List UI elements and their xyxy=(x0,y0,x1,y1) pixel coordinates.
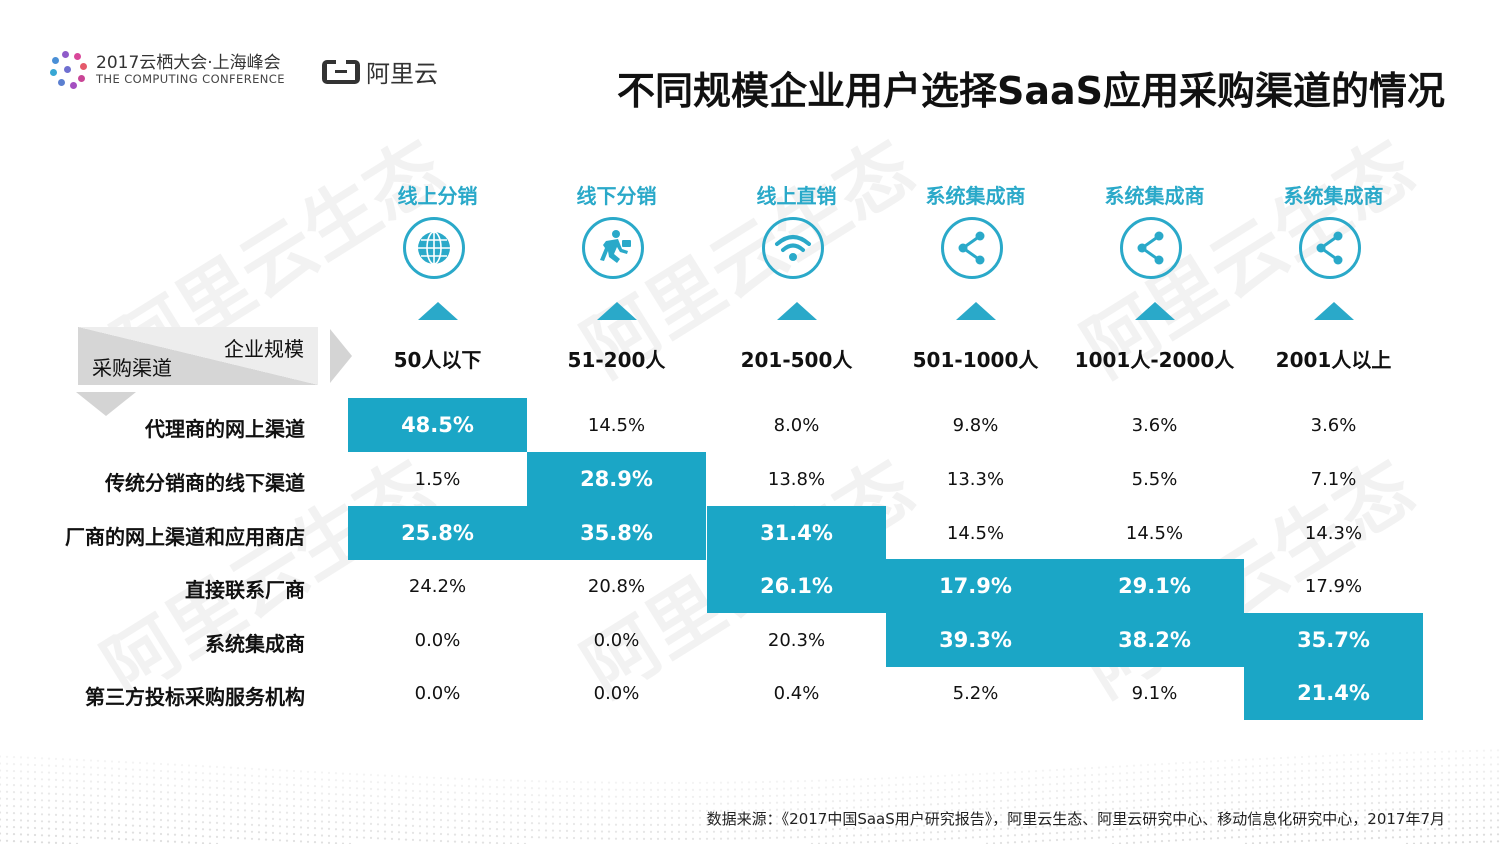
highlighted-cell: 31.4% xyxy=(707,506,886,560)
triangle-up-icon xyxy=(777,302,817,320)
share-icon xyxy=(1299,217,1361,279)
globe-icon xyxy=(403,217,465,279)
row-label: 直接联系厂商 xyxy=(185,578,305,602)
highlighted-cell: 48.5% xyxy=(348,398,527,452)
table-cell: 24.2% xyxy=(408,575,467,597)
company-size-label: 201-500人 xyxy=(740,348,853,372)
table-cell: 0.4% xyxy=(773,682,820,704)
corner-row-label: 采购渠道 xyxy=(92,356,172,380)
channel-label: 系统集成商 xyxy=(1104,184,1205,208)
table-cell: 9.1% xyxy=(1131,682,1178,704)
aliyun-logo-mark xyxy=(322,58,360,84)
channel-label: 系统集成商 xyxy=(925,184,1026,208)
company-size-label: 51-200人 xyxy=(567,348,666,372)
company-size-label: 1001人-2000人 xyxy=(1074,348,1235,372)
table-cell: 0.0% xyxy=(593,629,640,651)
table-cell: 7.1% xyxy=(1310,468,1357,490)
table-cell: 8.0% xyxy=(773,414,820,436)
brand-name: 阿里云 xyxy=(366,60,438,88)
highlighted-cell: 21.4% xyxy=(1244,666,1423,720)
table-cell: 14.3% xyxy=(1304,522,1363,544)
table-cell: 13.8% xyxy=(767,468,826,490)
aliyun-logo: 阿里云 xyxy=(322,54,438,89)
page-title: 不同规模企业用户选择SaaS应用采购渠道的情况 xyxy=(616,69,1445,113)
triangle-up-icon xyxy=(597,302,637,320)
conference-name-en: THE COMPUTING CONFERENCE xyxy=(96,72,285,87)
highlighted-cell: 26.1% xyxy=(707,559,886,613)
highlighted-cell: 39.3% xyxy=(886,613,1065,667)
table-cell: 3.6% xyxy=(1131,414,1178,436)
highlighted-cell: 35.7% xyxy=(1244,613,1423,667)
table-cell: 20.3% xyxy=(767,629,826,651)
row-label: 系统集成商 xyxy=(205,632,305,656)
data-source: 数据来源：《2017中国SaaS用户研究报告》，阿里云生态、阿里云研究中心、移动… xyxy=(706,810,1445,828)
triangle-up-icon xyxy=(418,302,458,320)
table-cell: 3.6% xyxy=(1310,414,1357,436)
row-label: 传统分销商的线下渠道 xyxy=(105,471,305,495)
share-icon xyxy=(1120,217,1182,279)
table-cell: 5.5% xyxy=(1131,468,1178,490)
column-header: 系统集成商 501-1000人 xyxy=(886,180,1065,380)
row-label: 厂商的网上渠道和应用商店 xyxy=(65,525,305,549)
table-cell: 17.9% xyxy=(1304,575,1363,597)
conference-name: 2017云栖大会·上海峰会 xyxy=(96,53,281,74)
row-label: 第三方投标采购服务机构 xyxy=(85,685,305,709)
share-icon xyxy=(941,217,1003,279)
row-label: 代理商的网上渠道 xyxy=(145,417,305,441)
column-header: 线下分销 51-200人 xyxy=(527,180,706,380)
highlighted-cell: 17.9% xyxy=(886,559,1065,613)
table-cell: 0.0% xyxy=(414,629,461,651)
highlighted-cell: 25.8% xyxy=(348,506,527,560)
arrow-right-icon xyxy=(330,329,352,383)
table-cell: 13.3% xyxy=(946,468,1005,490)
wifi-icon xyxy=(762,217,824,279)
triangle-up-icon xyxy=(1314,302,1354,320)
highlighted-cell: 35.8% xyxy=(527,506,706,560)
triangle-up-icon xyxy=(1135,302,1175,320)
company-size-label: 2001人以上 xyxy=(1275,348,1392,372)
column-header: 系统集成商 1001人-2000人 xyxy=(1065,180,1244,380)
table-cell: 5.2% xyxy=(952,682,999,704)
column-header: 线上直销 201-500人 xyxy=(707,180,886,380)
table-cell: 1.5% xyxy=(414,468,461,490)
company-size-label: 50人以下 xyxy=(393,348,482,372)
highlighted-cell: 29.1% xyxy=(1065,559,1244,613)
table-cell: 14.5% xyxy=(946,522,1005,544)
table-cell: 9.8% xyxy=(952,414,999,436)
highlighted-cell: 28.9% xyxy=(527,452,706,506)
table-cell: 14.5% xyxy=(1125,522,1184,544)
conference-logo-mark xyxy=(48,49,90,91)
highlighted-cell: 38.2% xyxy=(1065,613,1244,667)
channel-label: 线上直销 xyxy=(756,184,837,208)
column-header: 系统集成商 2001人以上 xyxy=(1244,180,1423,380)
column-header: 线上分销 50人以下 xyxy=(348,180,527,380)
corner-column-label: 企业规模 xyxy=(224,337,304,361)
channel-label: 系统集成商 xyxy=(1283,184,1384,208)
arrow-down-icon xyxy=(76,392,136,416)
channel-label: 线上分销 xyxy=(397,184,478,208)
table-cell: 0.0% xyxy=(414,682,461,704)
triangle-up-icon xyxy=(956,302,996,320)
table-corner-header: 企业规模 采购渠道 xyxy=(78,327,318,385)
conference-logo: 2017云栖大会·上海峰会 THE COMPUTING CONFERENCE xyxy=(48,48,285,92)
company-size-label: 501-1000人 xyxy=(912,348,1039,372)
running-man-icon xyxy=(582,217,644,279)
table-cell: 0.0% xyxy=(593,682,640,704)
channel-label: 线下分销 xyxy=(576,184,657,208)
table-cell: 20.8% xyxy=(587,575,646,597)
table-cell: 14.5% xyxy=(587,414,646,436)
